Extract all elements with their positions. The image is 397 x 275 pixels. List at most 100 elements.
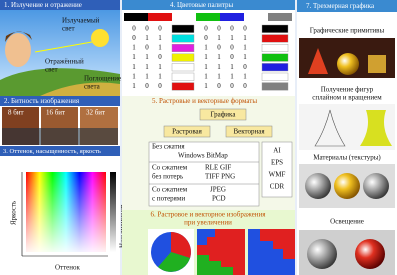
sphere — [305, 173, 331, 199]
bit: 1 — [217, 72, 221, 80]
bit: 0 — [217, 82, 221, 90]
panel-title: 4. Цветовые палитры — [170, 1, 234, 9]
color-cell — [262, 83, 288, 91]
strip-cell — [148, 13, 172, 21]
panel-title: 3. Оттенок, насыщенность, яркость — [3, 148, 101, 155]
label: свет — [45, 66, 58, 74]
bit: 1 — [217, 53, 221, 61]
format: CDR — [270, 183, 285, 191]
strip-cell — [220, 13, 244, 21]
label: Отражённый — [45, 58, 84, 66]
bit: 1 — [145, 63, 149, 71]
sphere — [355, 239, 385, 269]
cube — [368, 55, 386, 73]
color-cell — [262, 54, 288, 62]
label: 16 бит — [46, 109, 65, 117]
strip-cell — [244, 13, 268, 21]
caption: Графические примитивы — [310, 27, 385, 35]
color-cell — [172, 54, 194, 62]
bit: 0 — [204, 24, 208, 32]
bit: 1 — [217, 63, 221, 71]
bit: 0 — [145, 44, 149, 52]
strip-cell — [172, 13, 196, 21]
group-name: Со сжатием — [152, 164, 188, 172]
color-cell — [172, 63, 194, 71]
bit: 0 — [230, 24, 234, 32]
sphere — [363, 173, 389, 199]
color-cell — [172, 35, 194, 43]
sphere — [337, 53, 359, 75]
bit: 0 — [145, 24, 149, 32]
bit: 0 — [132, 34, 136, 42]
bit: 1 — [204, 72, 208, 80]
bit: 0 — [217, 24, 221, 32]
strip-cell — [268, 13, 292, 21]
color-cell — [172, 83, 194, 91]
bit: 1 — [158, 63, 162, 71]
saturation-overlay — [26, 172, 106, 252]
group-name: без потерь — [152, 173, 183, 181]
bit: 1 — [132, 63, 136, 71]
color-strip — [124, 13, 292, 21]
color-cell — [262, 73, 288, 81]
bit: 0 — [132, 24, 136, 32]
caption: Получение фигур — [321, 86, 374, 94]
color-cell — [262, 35, 288, 43]
color-cell — [172, 44, 194, 52]
panel-title: 7. Трехмерная графика — [306, 2, 375, 10]
format: EPS — [271, 159, 283, 167]
root: Графика — [211, 111, 237, 119]
label: свет — [62, 25, 75, 33]
bit: 1 — [230, 72, 234, 80]
color-cell — [172, 25, 194, 33]
bit: 1 — [132, 44, 136, 52]
bit: 1 — [217, 34, 221, 42]
vector: Векторная — [233, 128, 265, 136]
bit: 1 — [243, 53, 247, 61]
bit: 0 — [243, 82, 247, 90]
format: AI — [273, 147, 281, 155]
panel-title: 1. Излучение и отражение — [4, 1, 82, 9]
bit: 1 — [158, 72, 162, 80]
color-cell — [262, 25, 288, 33]
bit: 1 — [243, 72, 247, 80]
axis-label: Оттенок — [55, 264, 81, 272]
group-name: Без сжатия — [152, 143, 185, 151]
bit: 1 — [158, 34, 162, 42]
format: TIFF PNG — [205, 173, 235, 181]
bit: 1 — [145, 53, 149, 61]
bit: 1 — [204, 82, 208, 90]
caption: Освещение — [330, 218, 364, 226]
bit: 1 — [132, 82, 136, 90]
bit: 1 — [243, 34, 247, 42]
group-name: Со сжатием — [152, 186, 188, 194]
bit: 0 — [243, 63, 247, 71]
bit: 0 — [145, 82, 149, 90]
bit: 1 — [145, 72, 149, 80]
panel-title: при увеличении — [184, 219, 232, 227]
format: PCD — [212, 195, 226, 203]
bit: 1 — [230, 63, 234, 71]
sun — [91, 29, 109, 47]
format: Windows BitMap — [178, 152, 228, 160]
format: RLE GIF — [205, 164, 231, 172]
label: 8 бит — [8, 109, 24, 117]
bit: 0 — [230, 53, 234, 61]
color-cell — [262, 44, 288, 52]
face — [5, 33, 31, 67]
bit: 0 — [158, 53, 162, 61]
strip-cell — [196, 13, 220, 21]
bit: 1 — [204, 63, 208, 71]
label: света — [84, 83, 101, 91]
panel-title: 5. Растровые и векторные форматы — [152, 97, 257, 105]
bit: 0 — [204, 34, 208, 42]
bit: 0 — [158, 24, 162, 32]
format: WMF — [269, 171, 286, 179]
label: Поглощение — [84, 75, 121, 83]
bit: 1 — [132, 53, 136, 61]
poster: 1. Излучение и отражение Излучаемый свет… — [0, 0, 397, 275]
bit: 0 — [230, 44, 234, 52]
sphere — [334, 173, 360, 199]
bit: 1 — [132, 72, 136, 80]
label: Излучаемый — [62, 17, 100, 25]
